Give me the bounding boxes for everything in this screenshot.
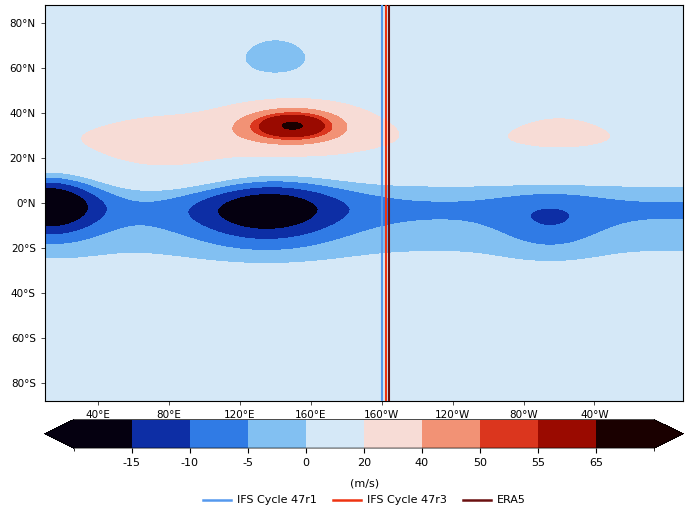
Legend: IFS Cycle 47r1, IFS Cycle 47r3, ERA5: IFS Cycle 47r1, IFS Cycle 47r3, ERA5 [199, 491, 530, 510]
PathPatch shape [654, 420, 683, 448]
Text: (m/s): (m/s) [350, 479, 379, 488]
PathPatch shape [45, 420, 74, 448]
